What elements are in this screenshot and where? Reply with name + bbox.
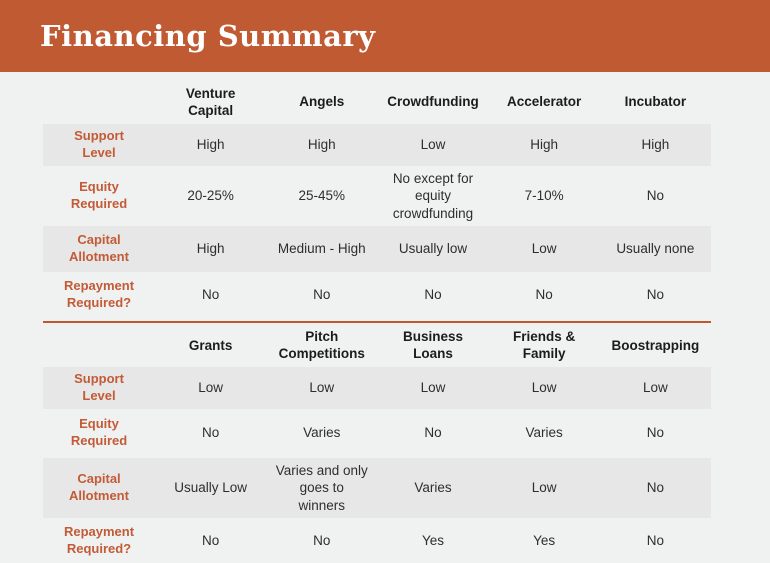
table-cell: Yes [533, 533, 556, 549]
table-cell: 25-45% [298, 188, 346, 204]
table-row: Capital Allotment Usually Low Varies and o… [43, 457, 711, 519]
table-cell: No [313, 286, 331, 302]
row-label: Equity Required [70, 416, 128, 449]
table-cell: High [530, 136, 559, 152]
table-section-primary-funding: Venture Capital Angels Crowdfunding Acceler… [43, 82, 770, 317]
row-label: Repayment Required? [63, 277, 135, 310]
table-cell: No [201, 425, 220, 441]
column-header: Angels [299, 94, 345, 110]
table-cell: Varies [414, 480, 452, 496]
column-header: Crowdfunding [387, 94, 479, 110]
table-row: Support Level High High Low High High [43, 123, 711, 166]
table-cell: No except for equity crowdfunding [392, 170, 474, 221]
row-label: Support Level [74, 127, 124, 160]
table-cell: Usually Low [174, 480, 247, 496]
section-divider [43, 321, 711, 324]
table-cell: Varies [525, 425, 563, 441]
table-cell: Usually none [616, 241, 695, 257]
column-header: Business Loans [402, 329, 463, 362]
table-row: Repayment Required? No No Yes Yes No [43, 518, 711, 563]
row-label: Support Level [74, 370, 124, 403]
table-header-row: Venture Capital Angels Crowdfunding Acceler… [43, 82, 711, 124]
table-cell: Low [531, 241, 557, 257]
row-label: Equity Required [70, 178, 128, 211]
table-cell: 7-10% [524, 188, 564, 204]
column-header: Accelerator [507, 94, 582, 110]
table-cell: No [646, 188, 664, 204]
table-cell: Low [420, 380, 446, 396]
table-cell: No [201, 286, 220, 302]
table-cell: No [646, 425, 664, 441]
table-row: Capital Allotment High Medium - High Usuall… [43, 226, 711, 273]
table-cell: Usually low [398, 241, 468, 257]
table-row: Equity Required 20-25% 25-45% No except for… [43, 166, 711, 227]
table-cell: Low [642, 380, 668, 396]
table-cell: No [424, 425, 442, 441]
table-cell: Low [309, 380, 335, 396]
table-cell: No [646, 533, 664, 549]
row-label: Capital Allotment [69, 471, 129, 504]
table-cell: No [646, 286, 664, 302]
title-banner: Financing Summary [0, 0, 770, 72]
table-cell: High [196, 136, 225, 152]
column-header: Friends & Family [513, 329, 576, 362]
column-header: Incubator [624, 94, 687, 110]
table-cell: High [307, 136, 336, 152]
table-cell: Low [198, 380, 223, 396]
table-cell: 20-25% [187, 188, 234, 204]
table-cell: No [535, 286, 553, 302]
table-cell: Low [531, 380, 557, 396]
table-cell: Medium - High [277, 241, 366, 257]
table-header-row: Grants Pitch Competitions Business Loans Fr… [43, 325, 711, 367]
table-cell: Low [531, 480, 557, 496]
page-title: Financing Summary [40, 19, 376, 53]
table-cell: No [424, 286, 442, 302]
column-header: Grants [188, 337, 233, 353]
column-header: Boostrapping [611, 337, 700, 353]
column-header: Venture Capital [185, 86, 236, 118]
table-row: Repayment Required? No No No No No [43, 272, 711, 317]
table-cell: No [313, 533, 331, 549]
table-cell: No [201, 533, 220, 549]
column-header: Pitch Competitions [278, 329, 365, 362]
table-cell: Low [420, 136, 446, 152]
table-cell: High [641, 136, 670, 152]
row-label: Capital Allotment [69, 232, 129, 265]
table-cell: High [196, 241, 225, 257]
table-cell: No [646, 480, 664, 496]
table-section-alternative-funding: Grants Pitch Competitions Business Loans Fr… [43, 325, 770, 563]
table-cell: Yes [421, 533, 444, 549]
table-cell: Varies and only goes to winners [275, 462, 368, 513]
table-row: Support Level Low Low Low Low Low [43, 366, 711, 409]
comparison-tables: Venture Capital Angels Crowdfunding Acceler… [0, 72, 770, 563]
table-cell: Varies [303, 425, 341, 441]
row-label: Repayment Required? [63, 523, 135, 556]
table-row: Equity Required No Varies No Varies No [43, 409, 711, 458]
